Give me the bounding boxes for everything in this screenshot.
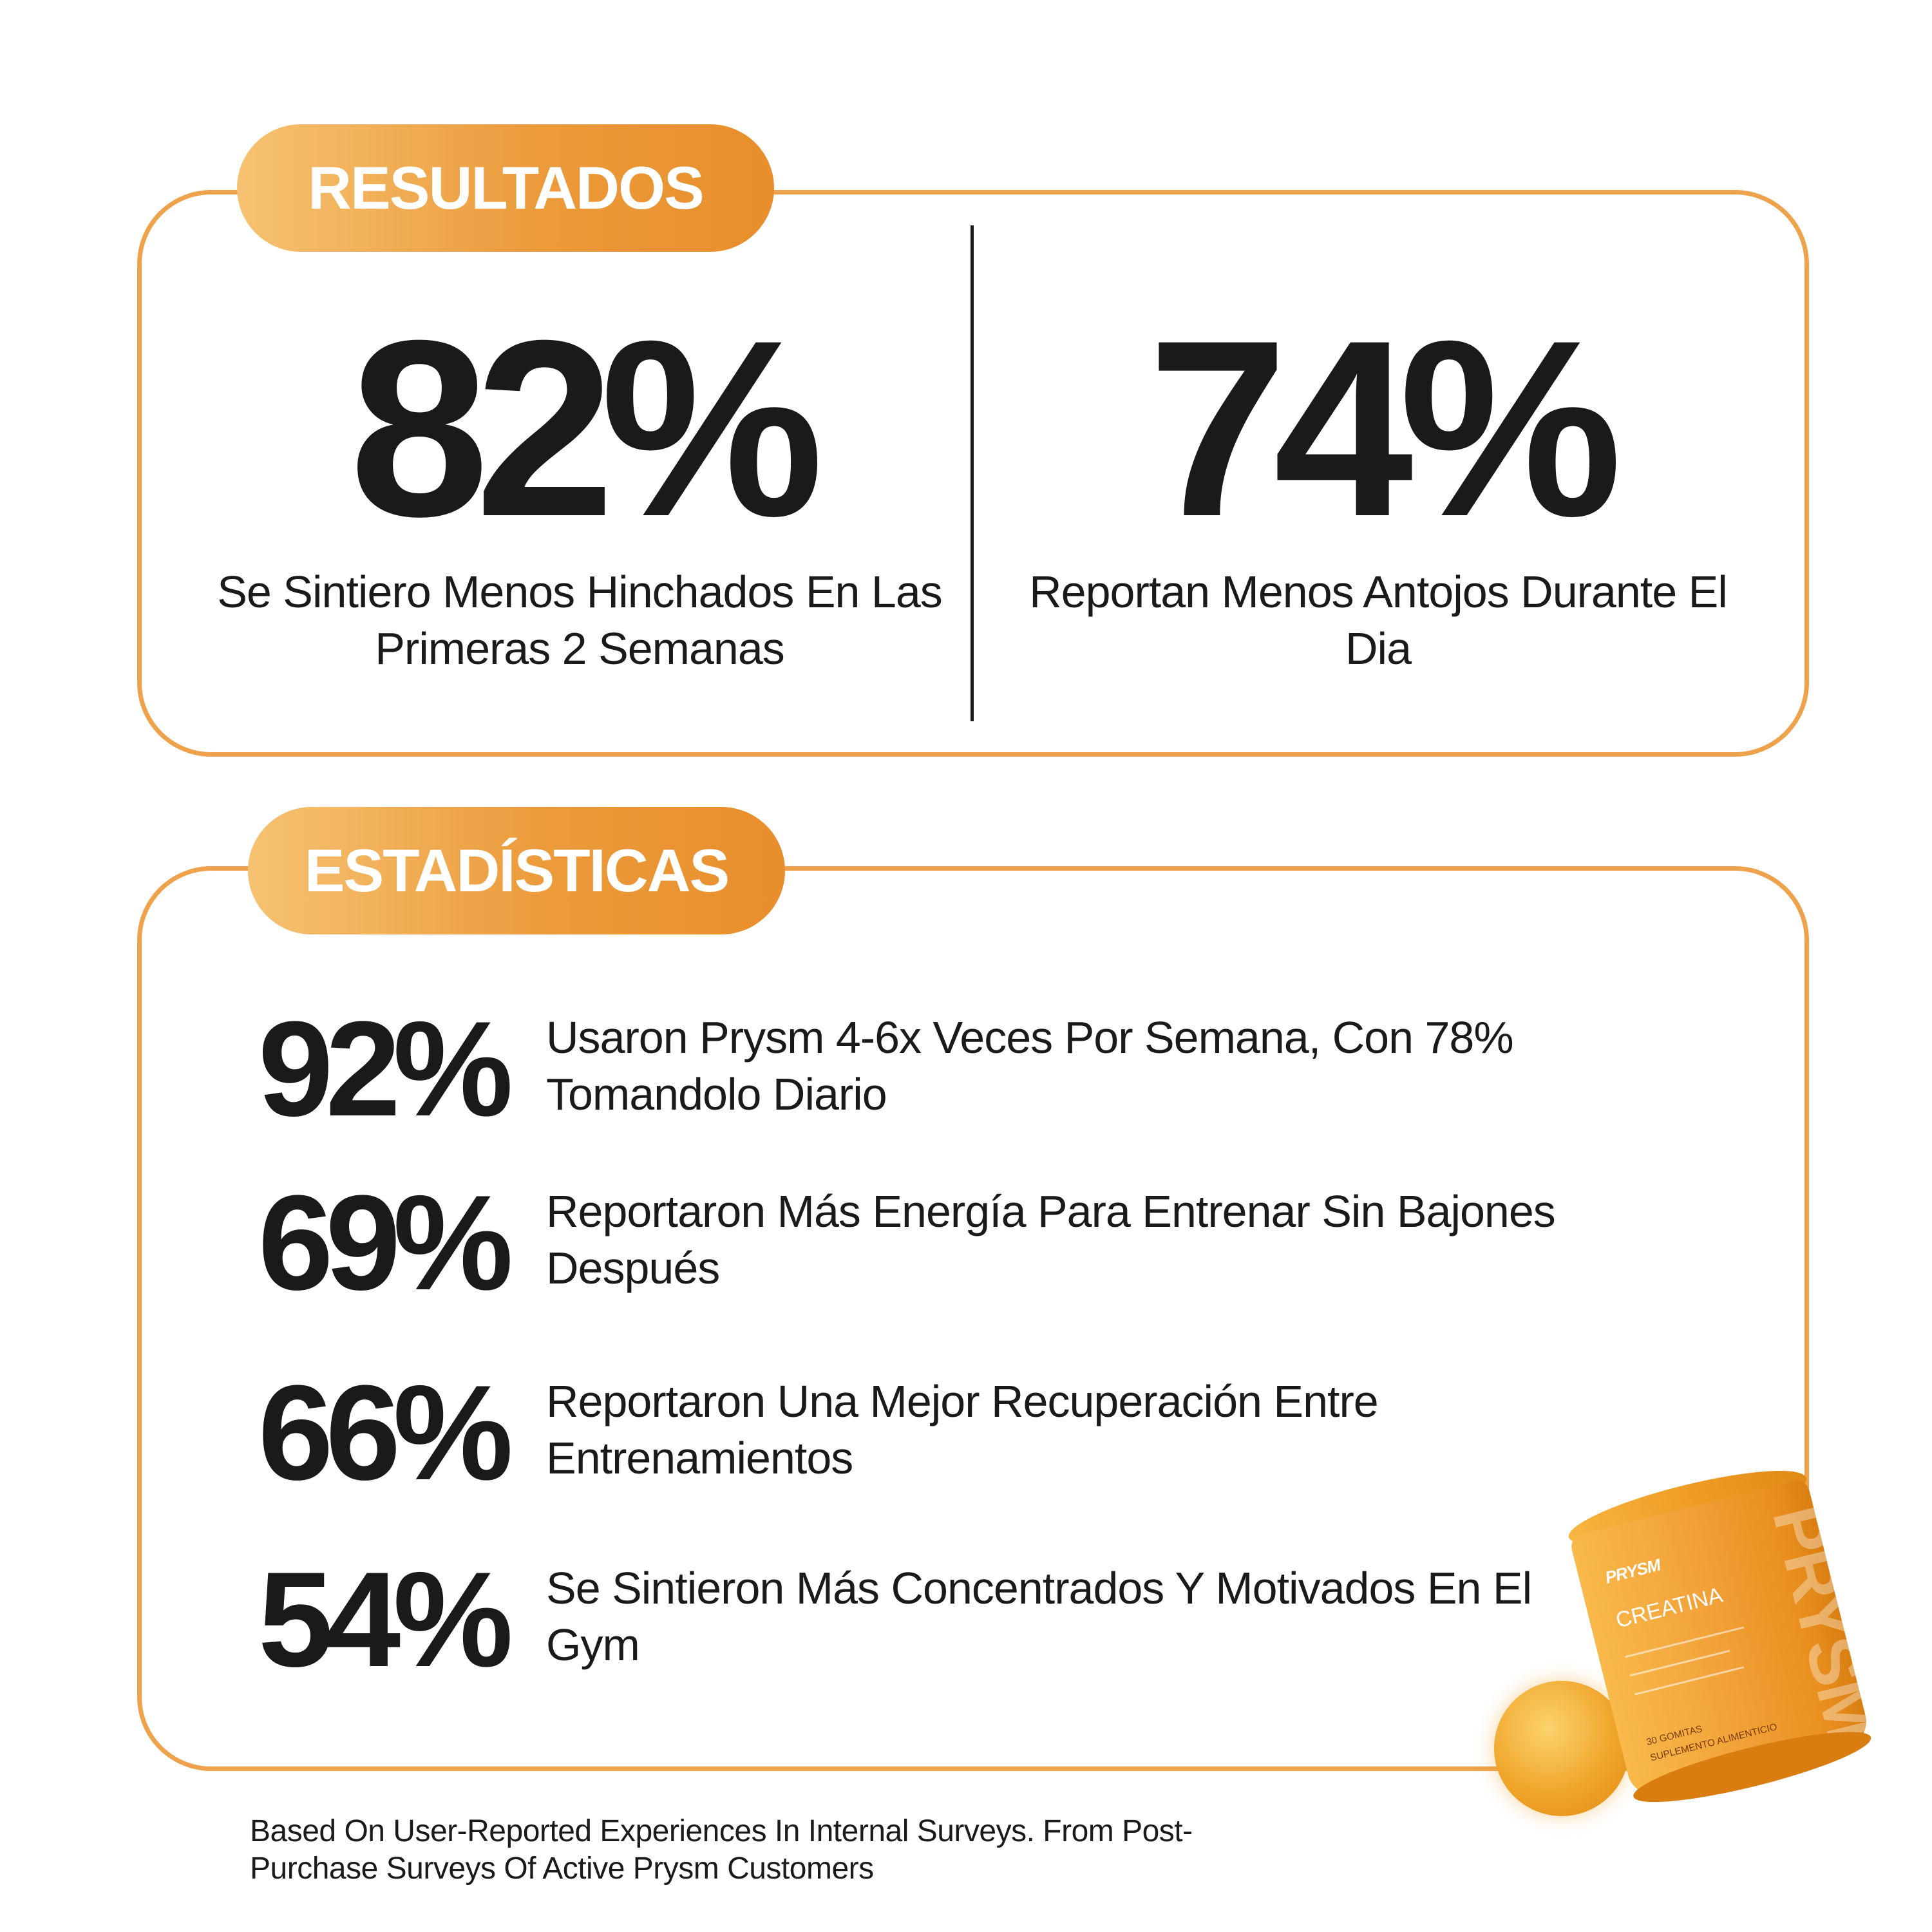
jar-text-line: [1625, 1626, 1745, 1658]
stat-description: Usaron Prysm 4-6x Veces Por Semana, Con …: [546, 1012, 1514, 1119]
stat-value: 66%: [258, 1357, 513, 1508]
jar-product-name: CREATINA: [1613, 1582, 1725, 1633]
stat-row: 66% Reportaron Una Mejor Recuperación En…: [0, 1365, 1932, 1513]
stat-description: Reportaron Una Mejor Recuperación Entre …: [546, 1376, 1379, 1483]
stat-row: 69% Reportaron Más Energía Para Entrenar…: [0, 1175, 1932, 1323]
footnote: Based On User-Reported Experiences In In…: [250, 1814, 1193, 1886]
results-label: RESULTADOS: [237, 124, 774, 252]
stat-row: 54% Se Sintieron Más Concentrados Y Moti…: [0, 1552, 1932, 1700]
results-stat-2-description: Reportan Menos Antojos Durante El Dia: [1029, 567, 1728, 674]
results-stat-2-value: 74%: [1148, 288, 1623, 569]
jar-brand-logo: PRYSM: [1603, 1555, 1663, 1587]
stat-value: 54%: [258, 1544, 513, 1695]
stat-description: Reportaron Más Energía Para Entrenar Sin…: [546, 1186, 1556, 1293]
stat-value: 69%: [258, 1167, 513, 1318]
results-stat-1-description: Se Sintiero Menos Hinchados En Las Prime…: [217, 567, 943, 674]
stats-label: ESTADÍSTICAS: [248, 807, 785, 934]
stat-row: 92% Usaron Prysm 4-6x Veces Por Semana, …: [0, 1001, 1932, 1150]
results-stat-1-value: 82%: [349, 288, 824, 569]
stat-value: 92%: [258, 993, 513, 1144]
stats-panel: [137, 866, 1809, 1771]
product-image: PRYSM CREATINA 30 GOMITAS SUPLEMENTO ALI…: [1481, 1456, 1876, 1823]
results-divider: [971, 225, 974, 721]
gummy-image: [1494, 1681, 1629, 1816]
stat-description: Se Sintieron Más Concentrados Y Motivado…: [546, 1563, 1532, 1670]
jar-side-logo: PRYSM: [1757, 1497, 1872, 1747]
